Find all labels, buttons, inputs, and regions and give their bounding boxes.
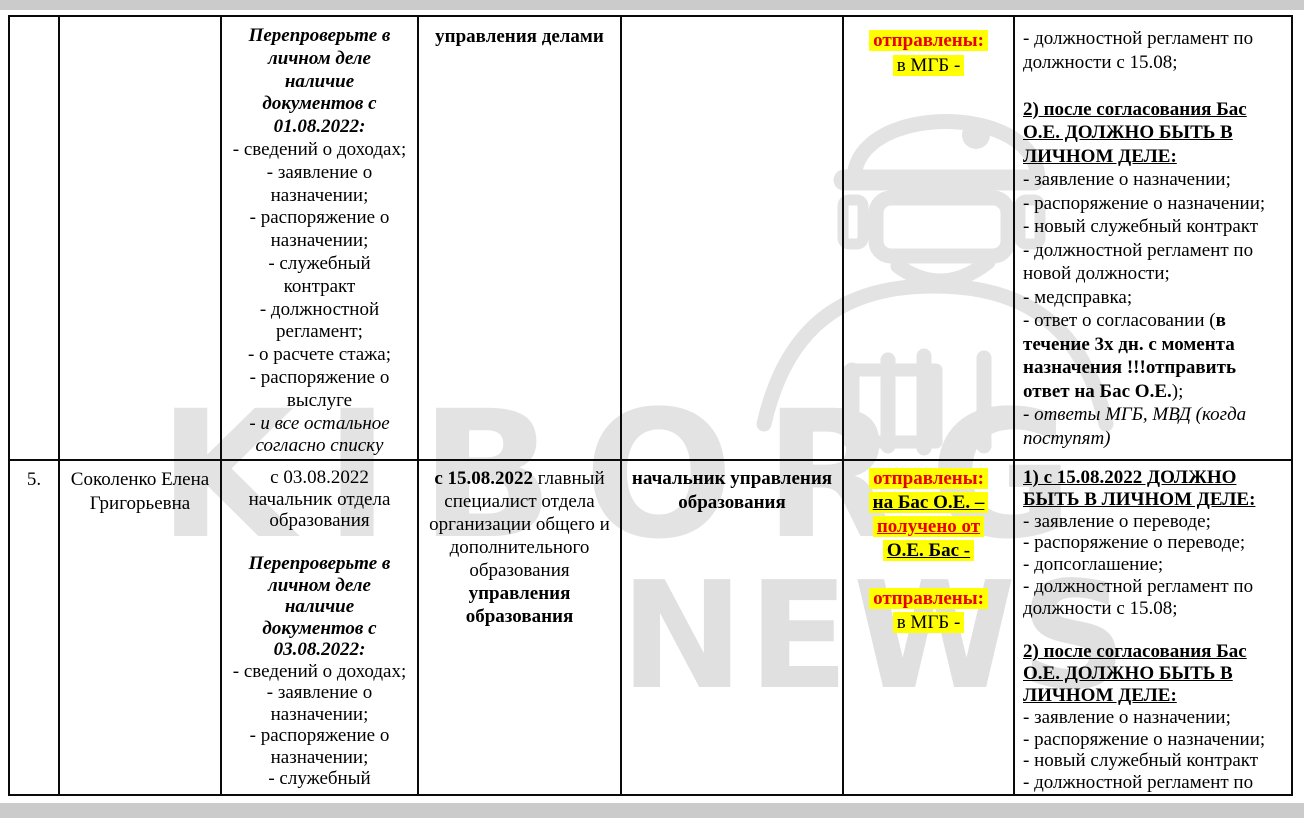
requirement-items-2: - заявление о назначении; - распоряжение… (1023, 169, 1266, 308)
employee-name: Соколенко Елена Григорьевна (70, 469, 210, 514)
document-checklist: - сведений о доходах; - заявление о назн… (232, 660, 407, 790)
cell-previous-position-check: с 03.08.2022 начальник отдела образовани… (220, 459, 419, 796)
status-sent-label-2: отправлены: (869, 588, 988, 609)
spacer (1023, 74, 1287, 98)
cell-required-documents: 1) с 15.08.2022 ДОЛЖНО БЫТЬ В ЛИЧНОМ ДЕЛ… (1013, 459, 1293, 796)
answer-line-2: течение 3х дн. с момента (1023, 333, 1235, 355)
requirement-items-1: - заявление о переводе; - распоряжение о… (1023, 510, 1254, 619)
status-sent-target: на Бас О.Е. – (868, 492, 989, 513)
answer-line-3: назначения !!!отправить (1023, 357, 1237, 378)
document-checklist-note: - и все остальное согласно списку (249, 412, 390, 457)
cell-required-documents: - должностной регламент по должности с 1… (1013, 15, 1293, 461)
document-page: KIBORG NEWS Перепроверьте в личном деле … (0, 10, 1304, 803)
personnel-table: Перепроверьте в личном деле наличие доку… (8, 15, 1293, 796)
recheck-instruction: Перепроверьте в личном деле наличие доку… (248, 25, 391, 138)
cell-employee-name-empty (58, 15, 222, 461)
viewer-top-edge (0, 0, 1304, 10)
status-received-source: О.Е. Бас - (882, 540, 975, 561)
requirement-items-2: - заявление о назначении; - распоряжение… (1023, 706, 1266, 794)
recheck-instruction: Перепроверьте в личном деле наличие доку… (248, 553, 391, 660)
cell-employee-name: Соколенко Елена Григорьевна (58, 459, 222, 796)
new-position-department: управления образования (465, 583, 574, 627)
cell-new-position: управления делами (417, 15, 622, 461)
table-row-continuation: Перепроверьте в личном деле наличие доку… (8, 15, 1293, 461)
cell-previous-position-check: Перепроверьте в личном деле наличие доку… (220, 15, 419, 461)
requirement-header-2: 2) после согласования Бас О.Е. ДОЛЖНО БЫ… (1023, 98, 1247, 167)
requirement-header-1: 1) с 15.08.2022 ДОЛЖНО БЫТЬ В ЛИЧНОМ ДЕЛ… (1023, 467, 1256, 510)
table-row-5: 5. Соколенко Елена Григорьевна с 03.08.2… (8, 459, 1293, 796)
cell-sent-status: отправлены: на Бас О.Е. – получено от О.… (842, 459, 1015, 796)
cell-row-number: 5. (8, 459, 60, 796)
cell-supervisor-empty (620, 15, 844, 461)
requirement-header-2: 2) после согласования Бас О.Е. ДОЛЖНО БЫ… (1023, 641, 1247, 706)
answer-line-4: ответ на Бас О.Е.); (1023, 380, 1184, 402)
status-received-label: получено от (872, 516, 985, 537)
cell-supervisor: начальник управления образования (620, 459, 844, 796)
cell-new-position: с 15.08.2022 главный специалист отдела о… (417, 459, 622, 796)
new-position-body: специалист отдела организации общего и д… (429, 491, 610, 581)
requirement-tail: - должностной регламент по должности с 1… (1023, 28, 1254, 73)
pending-answers-note: - ответы МГБ, МВД (когда поступят) (1023, 404, 1247, 449)
status-sent-target: в МГБ - (892, 55, 965, 76)
answer-line-1: - ответ о согласовании (в (1023, 310, 1226, 331)
status-sent-target-2: в МГБ - (892, 612, 965, 633)
spacer (845, 563, 1012, 587)
status-sent-label: отправлены: (869, 468, 988, 489)
supervisor-title: начальник управления образования (631, 468, 833, 513)
viewer-bottom-edge (0, 803, 1304, 818)
spacer (1023, 620, 1287, 642)
previous-position: с 03.08.2022 начальник отдела образовани… (248, 467, 391, 531)
cell-row-number-empty (8, 15, 60, 461)
new-position-date-line: с 15.08.2022 главный (434, 468, 605, 489)
status-sent-label: отправлены: (869, 30, 988, 51)
position-tail: управления делами (435, 26, 604, 47)
spacer (223, 532, 416, 554)
document-checklist: - сведений о доходах; - заявление о назн… (232, 138, 407, 411)
cell-sent-status: отправлены: в МГБ - (842, 15, 1015, 461)
